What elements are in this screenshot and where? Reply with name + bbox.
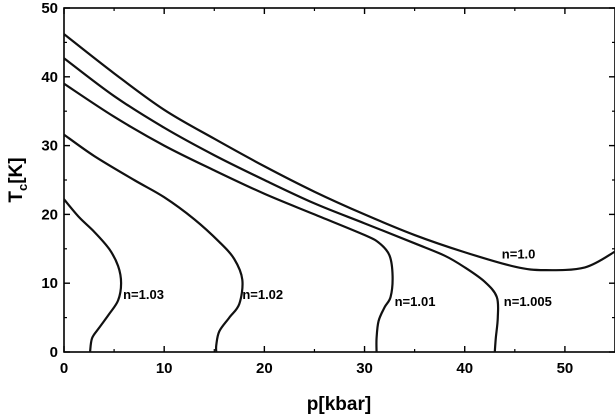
series-label: n=1.005 [504, 294, 552, 309]
series-line-n-1-02 [64, 133, 244, 352]
y-tick-label: 40 [41, 69, 58, 86]
x-axis-title: p[kbar] [307, 394, 371, 415]
y-axis-title-main: T [6, 191, 27, 203]
y-axis-title: Tc[K] [6, 157, 30, 202]
x-tick-label: 20 [256, 360, 273, 377]
series-line-n-1-03 [64, 198, 123, 352]
series-line-n-1-01 [64, 82, 394, 352]
series-line-n-1-0 [64, 33, 615, 272]
x-tick-label: 0 [60, 360, 68, 377]
x-tick-label: 10 [156, 360, 173, 377]
x-tick-label: 50 [557, 360, 574, 377]
series-layer [64, 33, 615, 352]
y-axis-title-sub: c [15, 184, 30, 191]
series-label: n=1.0 [502, 246, 536, 261]
axis-layer: p[kbar] Tc[K] 0 10 20 30 40 50 0 10 20 30 40 50 [6, 0, 615, 415]
x-tick-label: 30 [356, 360, 373, 377]
series-label: n=1.02 [242, 287, 283, 302]
annotation-layer: n=1.03 n=1.02 n=1.01 n=1.005 n=1.0 [123, 246, 552, 308]
y-tick-label: 0 [50, 344, 58, 361]
y-tick-label: 20 [41, 206, 58, 223]
series-line-n-1-005 [64, 57, 500, 352]
y-tick-label: 10 [41, 275, 58, 292]
series-label: n=1.01 [395, 294, 436, 309]
x-tick-label: 40 [456, 360, 473, 377]
y-tick-label: 30 [41, 138, 58, 155]
y-tick-label: 50 [41, 0, 58, 17]
y-axis-title-rest: [K] [6, 157, 27, 183]
series-label: n=1.03 [123, 287, 164, 302]
